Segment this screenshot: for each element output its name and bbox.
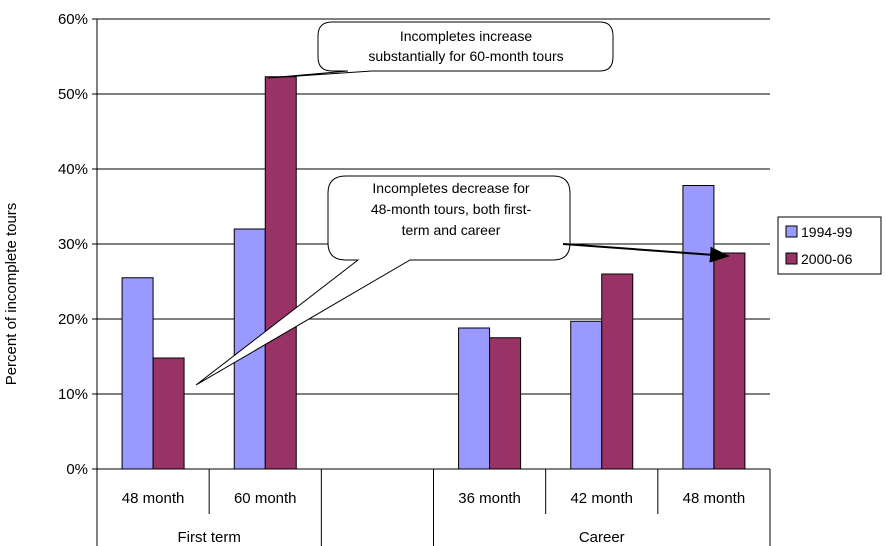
y-tick-label: 50% [58,86,88,103]
legend-label-1994-99: 1994-99 [801,224,853,240]
annotation-callout-2: Incompletes decrease for 48-month tours,… [195,175,571,386]
annotation-arrow [562,243,730,263]
bars [121,76,746,470]
y-tick-label: 40% [58,161,88,178]
group-label: First term [178,529,241,546]
category-label: 60 month [234,490,297,507]
bar-2000-06-36-month [489,337,522,470]
y-tick-label: 30% [58,236,88,253]
legend-label-2000-06: 2000-06 [801,251,853,267]
bar-1994-99-36-month [458,327,491,470]
y-tick-labels: 0% 10% 20% 30% 40% 50% 60% [58,11,88,478]
annotation-1-line-1: Incompletes increase [400,28,533,44]
category-label: 48 month [122,490,185,507]
bar-2000-06-60-month [264,76,297,470]
y-tick-label: 20% [58,311,88,328]
category-labels: 48 month 60 month 36 month 42 month 48 month… [122,490,745,546]
y-axis-title: Percent of incomplete tours [3,203,20,386]
y-tick-label: 10% [58,386,88,403]
category-label: 36 month [458,490,521,507]
annotation-callout-1: Incompletes increase substantially for 6… [267,21,614,79]
annotation-1-line-2: substantially for 60-month tours [368,48,563,64]
category-label: 48 month [683,490,746,507]
annotation-2-line-1: Incompletes decrease for [372,180,530,196]
bar-1994-99-42-month [570,320,603,470]
annotation-2-line-2: 48-month tours, both first- [371,201,532,217]
bar-2000-06-48-month [152,357,185,470]
bar-1994-99-48-month [121,277,154,470]
bar-1994-99-48-month [682,185,715,470]
y-tick-label: 0% [66,461,88,478]
category-label: 42 month [570,490,633,507]
y-tick-label: 60% [58,11,88,28]
legend-swatch-1994-99 [785,225,798,238]
axes [92,18,771,546]
legend-swatch-2000-06 [785,252,798,265]
bar-2000-06-48-month [713,252,746,470]
group-label: Career [579,529,625,546]
annotation-2-line-3: term and career [402,222,501,238]
bar-2000-06-42-month [601,273,634,470]
legend: 1994-99 2000-06 [777,216,882,275]
